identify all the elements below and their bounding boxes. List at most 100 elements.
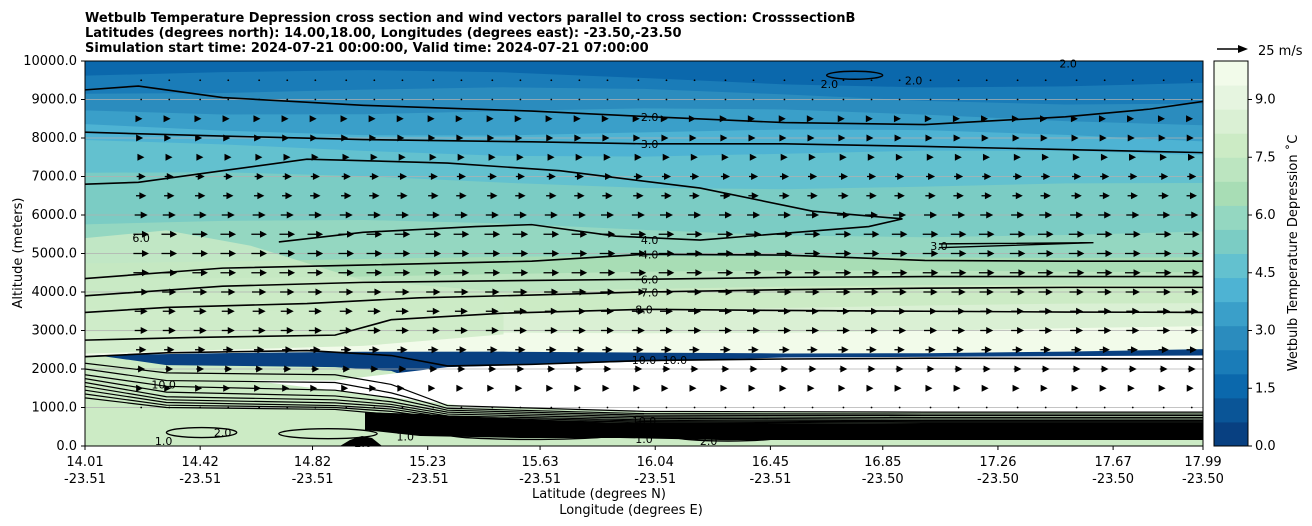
wind-arrow (484, 250, 501, 257)
wind-arrow (1072, 153, 1080, 161)
wind-arrow (718, 307, 732, 315)
wind-arrow (310, 192, 321, 200)
wind-arrow (688, 115, 696, 123)
wind-arrow (954, 153, 962, 161)
wind-arrow (690, 173, 700, 180)
wind-arrow (811, 406, 814, 409)
wind-arrow (456, 134, 464, 142)
wind-arrow (1126, 211, 1140, 219)
wind-arrow (164, 192, 175, 200)
wind-arrow (546, 346, 557, 354)
wind-arrow (369, 384, 377, 392)
wind-arrow (1068, 269, 1085, 277)
wind-arrow (838, 134, 846, 142)
wind-arrow (134, 288, 149, 296)
wind-arrow (950, 269, 967, 277)
wind-arrow (783, 79, 786, 82)
wind-arrow (1127, 346, 1138, 354)
y-tick-label: 8000.0 (32, 131, 78, 146)
wind-arrow (1012, 384, 1020, 392)
wind-arrow (280, 288, 295, 296)
colorbar-swatch (1214, 157, 1248, 182)
wind-arrow (864, 288, 879, 296)
wind-arrow (776, 269, 793, 277)
wind-arrow (718, 211, 732, 219)
contour-label: 10.0 (663, 354, 688, 367)
wind-arrow (457, 365, 466, 373)
wind-arrow (895, 365, 904, 373)
wind-arrow (779, 134, 787, 142)
wind-arrow (1037, 230, 1054, 238)
wind-arrow (397, 384, 405, 392)
wind-arrow (898, 79, 901, 82)
wind-arrow (137, 153, 145, 161)
wind-arrow (1159, 365, 1168, 373)
wind-arrow (866, 192, 877, 200)
wind-arrow (898, 406, 901, 409)
wind-arrow (925, 173, 936, 180)
wind-arrow (454, 288, 469, 296)
wind-arrow (665, 406, 668, 409)
wind-arrow (366, 269, 383, 277)
wind-arrow (1186, 384, 1194, 392)
wind-arrow (224, 365, 233, 373)
wind-arrow (1040, 346, 1051, 354)
contour-label: 8.0 (635, 303, 653, 316)
wind-arrow (311, 153, 319, 161)
wind-arrow (690, 153, 698, 161)
wind-arrow (486, 115, 494, 123)
wind-arrow (688, 327, 702, 334)
wind-arrow (746, 288, 761, 296)
contour-label: 4.0 (641, 234, 659, 247)
wind-arrow (252, 288, 267, 296)
wind-arrow (1039, 211, 1053, 219)
wind-arrow (1096, 269, 1113, 277)
wind-arrow (578, 406, 581, 409)
wind-arrow (366, 230, 383, 238)
wind-arrow (806, 115, 814, 123)
wind-arrow (1041, 173, 1051, 180)
wind-arrow (1125, 288, 1140, 296)
wind-arrow (401, 98, 404, 101)
wind-arrow (310, 346, 321, 354)
wind-arrow (341, 134, 349, 142)
wind-arrow (1103, 406, 1106, 409)
chart-title-line-2: Latitudes (degrees north): 14.00,18.00, … (85, 26, 682, 41)
wind-arrow (923, 288, 938, 296)
wind-arrow (136, 384, 144, 392)
wind-arrow (550, 406, 553, 409)
wind-arrow (140, 79, 143, 82)
wind-arrow (544, 288, 559, 296)
wind-arrow (1099, 384, 1107, 392)
wind-arrow (1188, 153, 1196, 161)
wind-arrow (340, 115, 348, 123)
contour-line-2 (85, 286, 1203, 314)
wind-arrow (432, 79, 435, 82)
wind-arrow (1039, 115, 1047, 123)
wind-arrow (1044, 98, 1047, 101)
colorbar-label: Wetbulb Temperature Depression ˚C (1285, 135, 1301, 372)
y-tick-label: 2000.0 (32, 362, 78, 377)
wind-arrow (279, 269, 296, 277)
wind-arrow (952, 327, 966, 334)
wind-arrow (1127, 192, 1138, 200)
wind-arrow (808, 365, 817, 373)
wind-arrow (1131, 98, 1134, 101)
wind-arrow (718, 288, 733, 296)
wind-arrow (1126, 327, 1140, 334)
contour-label: 4.0 (641, 248, 659, 261)
wind-arrow (1186, 192, 1197, 200)
wind-arrow (804, 269, 821, 277)
wind-arrow (429, 153, 437, 161)
wind-arrow (952, 115, 960, 123)
wind-arrow (665, 98, 668, 101)
wind-arrow (1183, 250, 1200, 257)
wind-arrow (1011, 307, 1025, 315)
wind-arrow (952, 307, 966, 315)
contour-label: 7.0 (641, 286, 659, 299)
wind-arrow (252, 327, 266, 334)
x-axis: 14.01 -23.51 14.42 -23.51 14.82 -23.51 15.23 -2… (64, 446, 1224, 487)
x-tick-label-lon: -23.51 (64, 472, 106, 487)
wind-arrow (550, 79, 553, 82)
wind-arrow (752, 79, 755, 82)
